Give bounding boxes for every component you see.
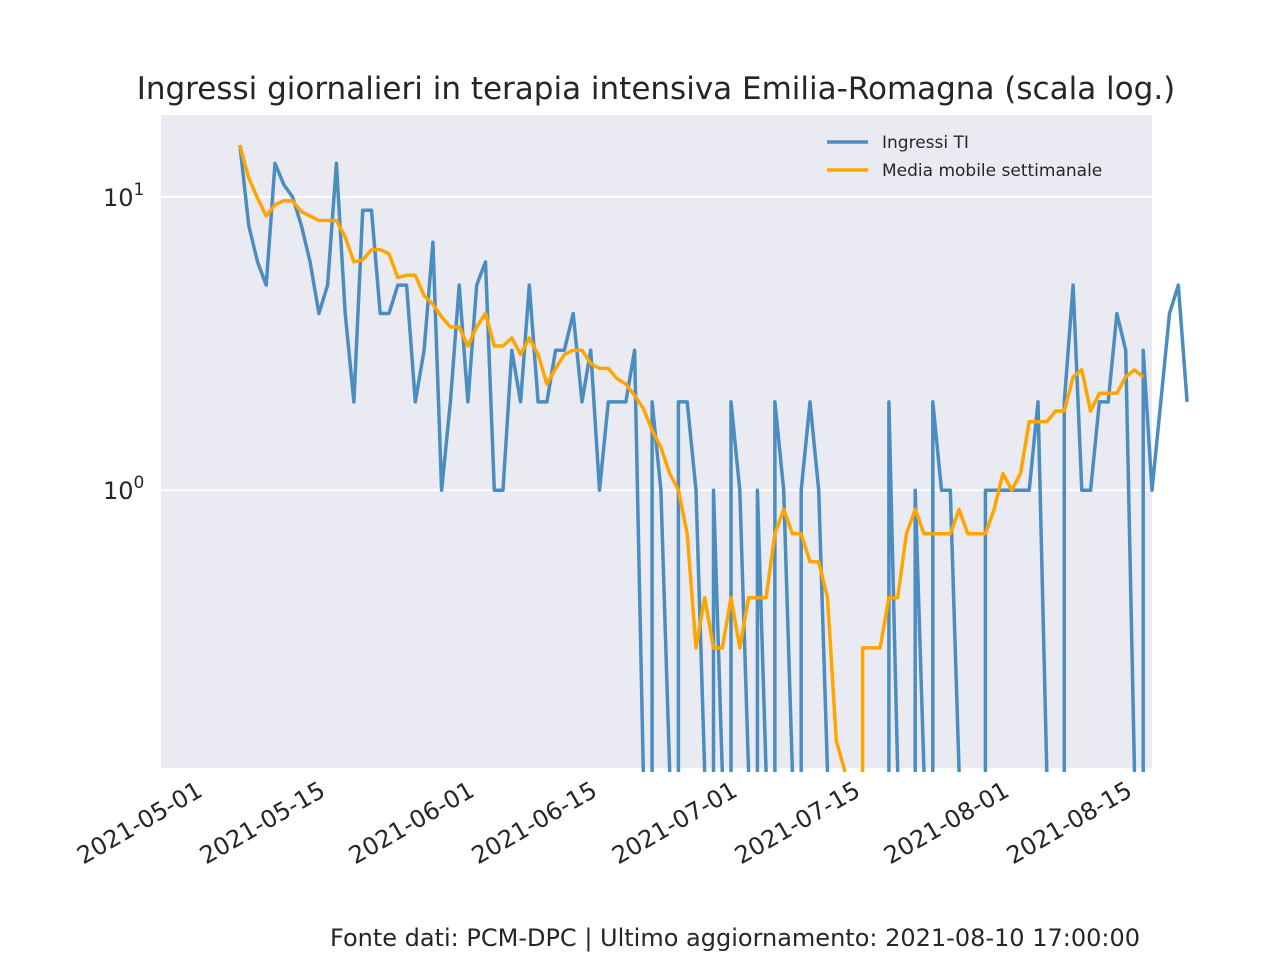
legend-label: Media mobile settimanale [882, 161, 1102, 181]
legend-label: Ingressi TI [882, 133, 969, 153]
x-tick-label: 2021-06-01 [344, 776, 479, 870]
y-tick-label: 101 [103, 180, 144, 212]
y-axis-ticks: 100 101 [103, 180, 144, 505]
legend: Ingressi TI Media mobile settimanale [827, 133, 1102, 181]
data-source-footer: Fonte dati: PCM-DPC | Ultimo aggiornamen… [330, 924, 1140, 952]
x-tick-label: 2021-05-01 [72, 776, 207, 870]
x-tick-label: 2021-08-15 [1002, 776, 1137, 870]
y-tick-label: 100 [103, 473, 144, 505]
x-tick-label: 2021-06-15 [467, 776, 602, 870]
x-tick-label: 2021-05-15 [195, 776, 330, 870]
series-line-1 [238, 144, 1145, 773]
x-tick-label: 2021-07-01 [607, 776, 742, 870]
x-tick-label: 2021-07-15 [730, 776, 865, 870]
x-tick-label: 2021-08-01 [879, 776, 1014, 870]
chart-title: Ingressi giornalieri in terapia intensiv… [137, 71, 1176, 107]
series-layer [238, 144, 1189, 773]
series-line-0 [238, 144, 1189, 773]
